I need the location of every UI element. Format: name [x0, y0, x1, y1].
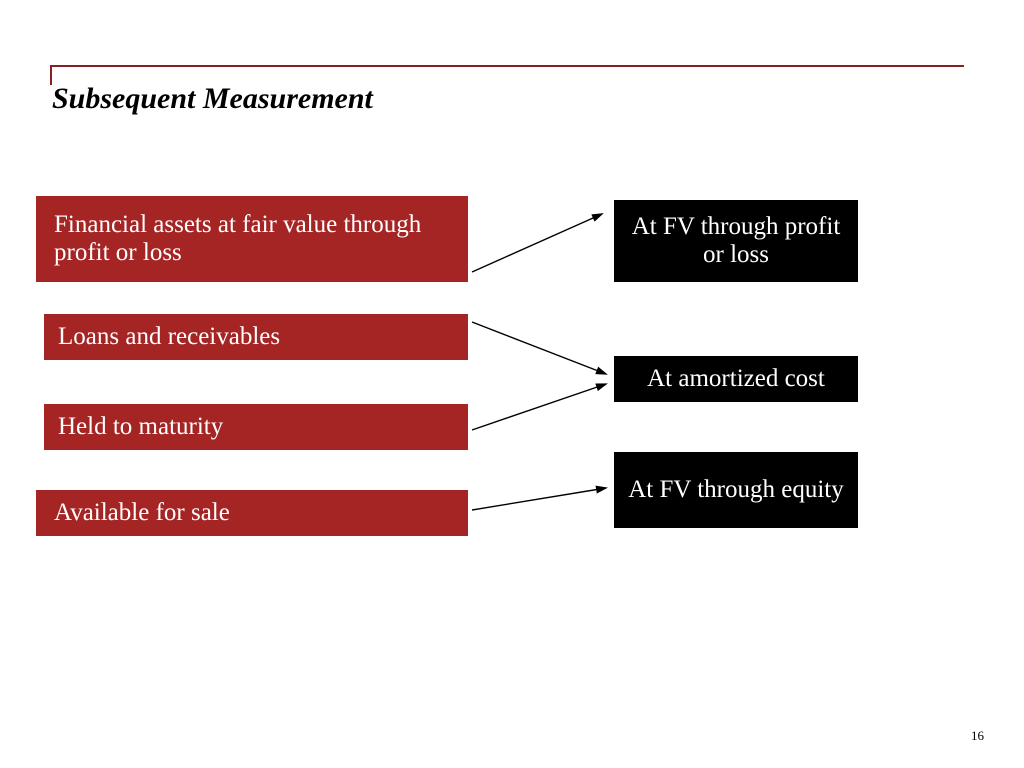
- measurement-box-1: At amortized cost: [614, 356, 858, 402]
- category-box-1: Loans and receivables: [44, 314, 468, 360]
- arrow-1: [472, 322, 606, 374]
- category-box-2: Held to maturity: [44, 404, 468, 450]
- arrow-2: [472, 384, 606, 430]
- arrow-0: [472, 214, 602, 272]
- slide: Subsequent Measurement 16 Financial asse…: [0, 0, 1024, 768]
- title-rule-horizontal: [50, 65, 964, 67]
- measurement-box-2: At FV through equity: [614, 452, 858, 528]
- slide-title: Subsequent Measurement: [52, 82, 373, 116]
- arrow-3: [472, 488, 606, 510]
- measurement-box-0: At FV through profit or loss: [614, 200, 858, 282]
- category-box-3: Available for sale: [36, 490, 468, 536]
- page-number: 16: [971, 728, 984, 744]
- category-box-0: Financial assets at fair value through p…: [36, 196, 468, 282]
